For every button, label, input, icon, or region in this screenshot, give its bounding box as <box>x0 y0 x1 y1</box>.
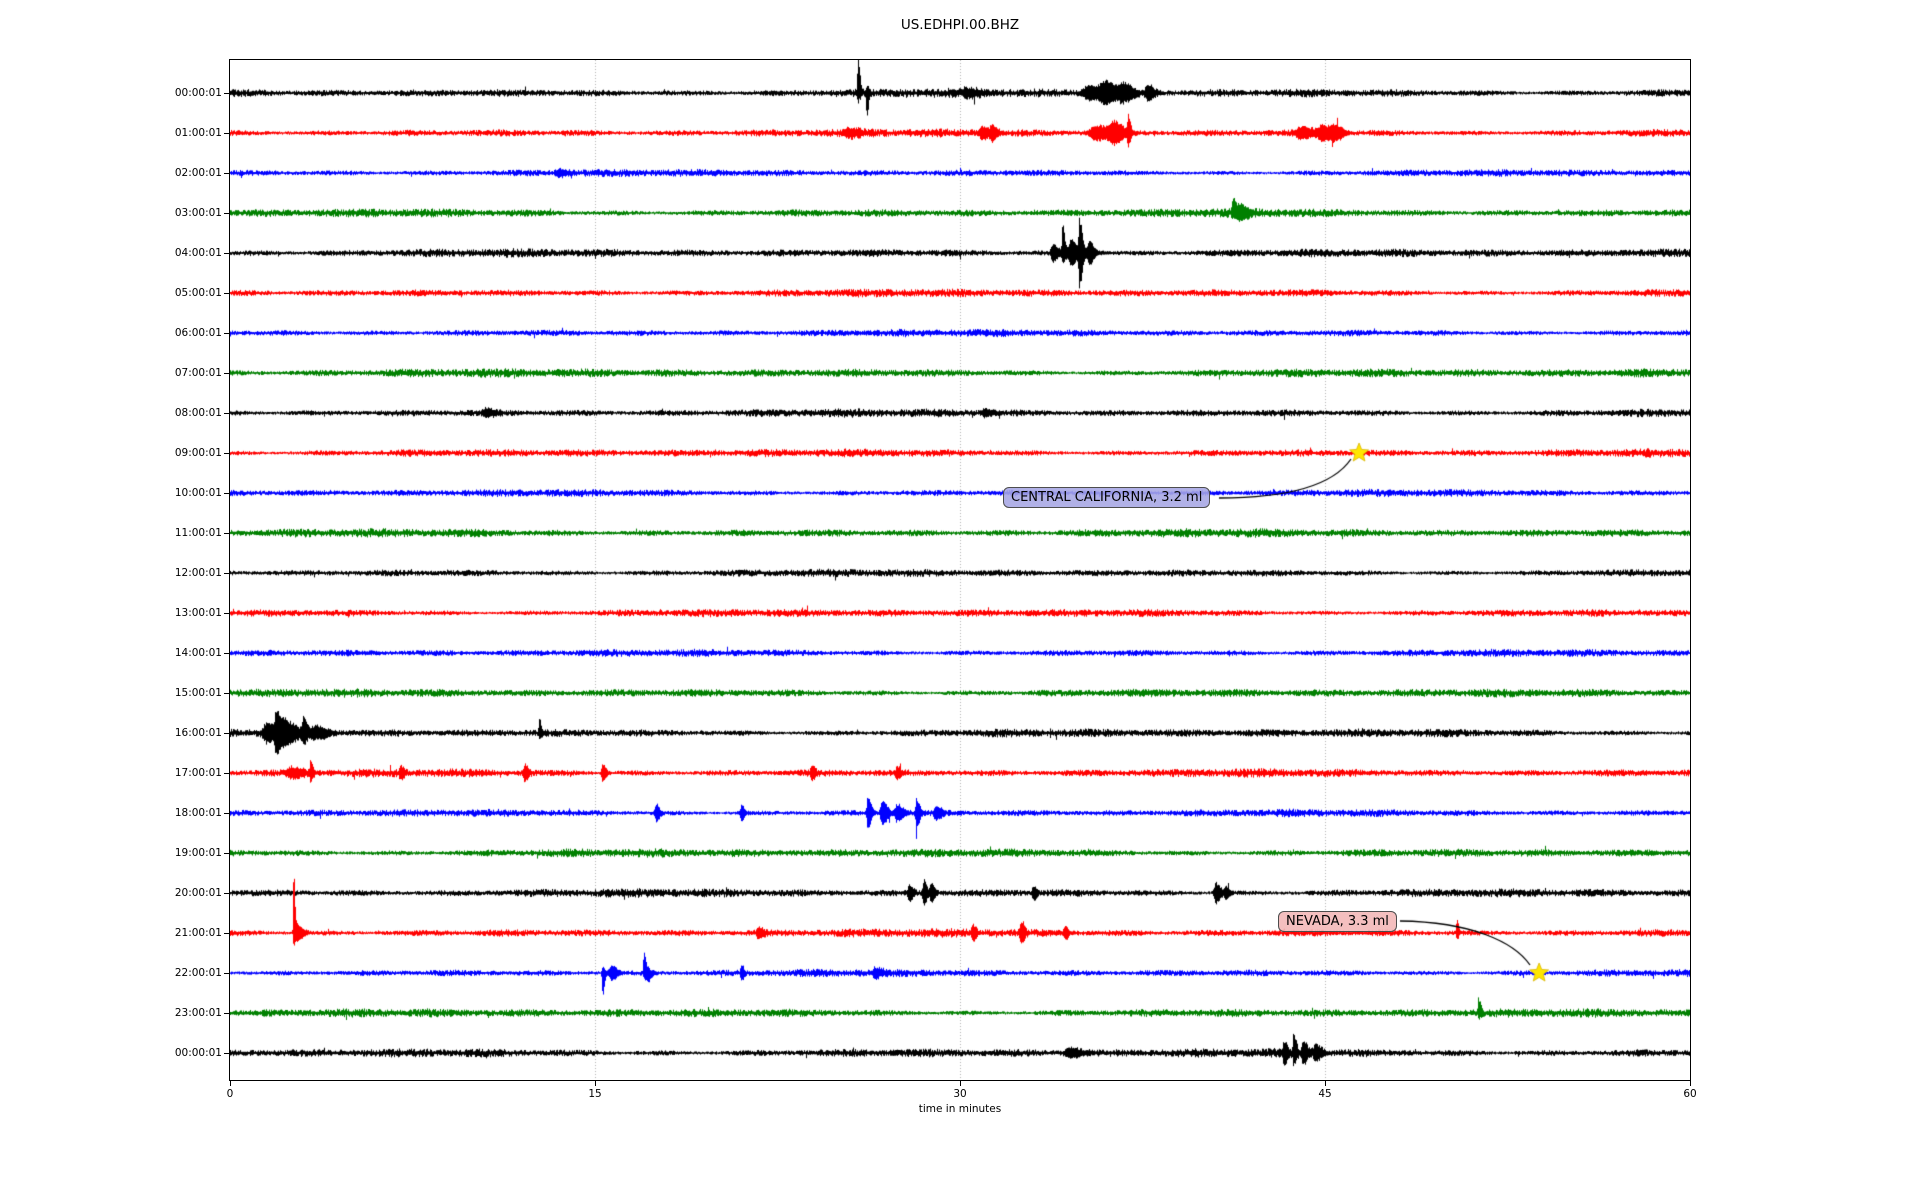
y-tick <box>224 133 229 134</box>
y-tick <box>224 333 229 334</box>
y-tick <box>224 733 229 734</box>
x-tick <box>230 1081 231 1086</box>
trace-time-label: 05:00:01 <box>174 287 222 299</box>
trace-time-label: 01:00:01 <box>174 127 222 139</box>
trace-time-label: 09:00:01 <box>174 447 222 459</box>
trace-time-label: 00:00:01 <box>174 87 222 99</box>
y-tick <box>224 973 229 974</box>
x-tick-label: 45 <box>1318 1088 1332 1100</box>
trace-time-label: 16:00:01 <box>174 727 222 739</box>
x-axis-label: time in minutes <box>918 1103 1002 1115</box>
trace-time-label: 13:00:01 <box>174 607 222 619</box>
trace-time-label: 02:00:01 <box>174 167 222 179</box>
y-tick <box>224 93 229 94</box>
trace-time-label: 03:00:01 <box>174 207 222 219</box>
event-annotation-box: NEVADA, 3.3 ml <box>1278 911 1397 932</box>
trace-time-label: 20:00:01 <box>174 887 222 899</box>
y-tick <box>224 173 229 174</box>
y-tick <box>224 773 229 774</box>
trace-time-label: 14:00:01 <box>174 647 222 659</box>
trace-time-label: 06:00:01 <box>174 327 222 339</box>
trace-time-label: 18:00:01 <box>174 807 222 819</box>
y-tick <box>224 213 229 214</box>
x-tick-label: 15 <box>588 1088 602 1100</box>
x-tick-label: 30 <box>953 1088 967 1100</box>
trace-time-label: 04:00:01 <box>174 247 222 259</box>
y-tick <box>224 653 229 654</box>
y-tick <box>224 453 229 454</box>
y-tick <box>224 1053 229 1054</box>
trace-time-label: 11:00:01 <box>174 527 222 539</box>
trace-time-label: 08:00:01 <box>174 407 222 419</box>
y-tick <box>224 893 229 894</box>
y-tick <box>224 573 229 574</box>
trace-time-label: 22:00:01 <box>174 967 222 979</box>
y-tick <box>224 853 229 854</box>
trace-time-label: 23:00:01 <box>174 1007 222 1019</box>
x-tick <box>1325 1081 1326 1086</box>
y-tick <box>224 693 229 694</box>
x-tick-label: 0 <box>226 1088 234 1100</box>
figure-title: US.EDHPI.00.BHZ <box>900 17 1020 33</box>
y-tick <box>224 493 229 494</box>
trace-time-label: 00:00:01 <box>174 1047 222 1059</box>
plot-area <box>229 59 1691 1081</box>
x-tick-label: 60 <box>1683 1088 1697 1100</box>
y-tick <box>224 613 229 614</box>
trace-time-label: 15:00:01 <box>174 687 222 699</box>
trace-time-label: 17:00:01 <box>174 767 222 779</box>
y-tick <box>224 413 229 414</box>
trace-time-label: 07:00:01 <box>174 367 222 379</box>
trace-time-label: 19:00:01 <box>174 847 222 859</box>
y-tick <box>224 373 229 374</box>
seismogram-canvas <box>230 60 1690 1080</box>
trace-time-label: 12:00:01 <box>174 567 222 579</box>
x-tick <box>960 1081 961 1086</box>
y-tick <box>224 533 229 534</box>
event-annotation-box: CENTRAL CALIFORNIA, 3.2 ml <box>1003 487 1211 508</box>
y-tick <box>224 293 229 294</box>
x-tick <box>1690 1081 1691 1086</box>
y-tick <box>224 253 229 254</box>
trace-time-label: 21:00:01 <box>174 927 222 939</box>
x-tick <box>595 1081 596 1086</box>
y-tick <box>224 933 229 934</box>
y-tick <box>224 1013 229 1014</box>
trace-time-label: 10:00:01 <box>174 487 222 499</box>
y-tick <box>224 813 229 814</box>
